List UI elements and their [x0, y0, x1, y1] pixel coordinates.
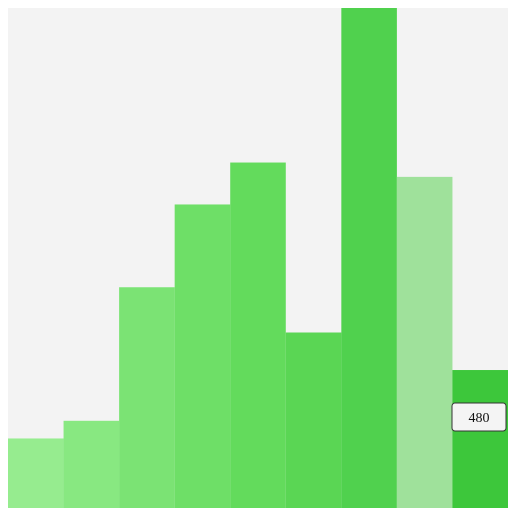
bar-5[interactable] — [230, 163, 286, 508]
value-tooltip: 480 — [452, 403, 506, 431]
bar-9[interactable] — [452, 370, 508, 508]
bar-7[interactable] — [341, 8, 397, 508]
tooltip-value: 480 — [469, 411, 490, 426]
bar-2[interactable] — [64, 421, 120, 508]
bar-8[interactable] — [397, 177, 453, 508]
bar-6[interactable] — [286, 333, 342, 509]
bar-4[interactable] — [175, 204, 231, 508]
bar-1[interactable] — [8, 438, 64, 508]
bar-3[interactable] — [119, 287, 175, 508]
